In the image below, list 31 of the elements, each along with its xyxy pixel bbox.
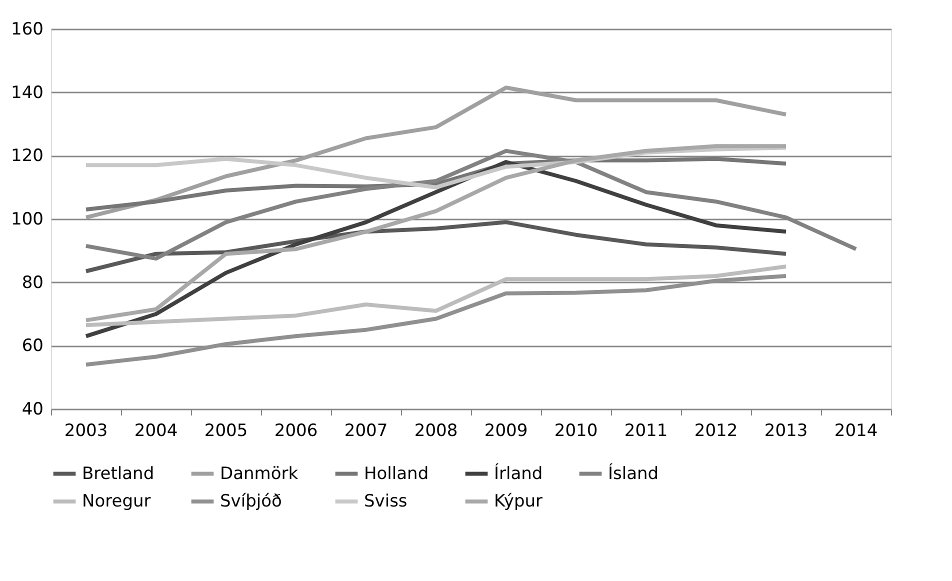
y-tick-label: 160 — [11, 20, 44, 40]
y-tick-label: 100 — [11, 210, 44, 230]
legend-label: Sviss — [364, 492, 408, 512]
legend-label: Kýpur — [494, 492, 543, 512]
x-tick-label: 2004 — [134, 421, 178, 441]
x-tick-label: 2008 — [414, 421, 458, 441]
legend-label: Ísland — [608, 462, 659, 484]
legend-label: Noregur — [82, 492, 151, 512]
legend-label: Bretland — [82, 464, 154, 484]
legend-label: Svíþjóð — [220, 492, 282, 512]
y-tick-label: 60 — [22, 336, 44, 356]
y-tick-label: 40 — [22, 400, 44, 420]
line-series — [84, 86, 788, 220]
x-tick-label: 2009 — [484, 421, 528, 441]
legend-label: Írland — [494, 462, 543, 484]
x-tick-label: 2011 — [624, 421, 668, 441]
x-tick-label: 2014 — [834, 421, 878, 441]
x-tick-label: 2007 — [344, 421, 388, 441]
legend-label: Holland — [364, 464, 429, 484]
x-tick-label: 2010 — [554, 421, 598, 441]
x-tick-label: 2003 — [64, 421, 108, 441]
y-tick-label: 120 — [11, 146, 44, 166]
x-tick-label: 2013 — [764, 421, 808, 441]
line-series — [84, 144, 788, 322]
x-tick-label: 2006 — [274, 421, 318, 441]
legend-label: Danmörk — [220, 464, 298, 484]
x-tick-label: 2005 — [204, 421, 248, 441]
y-tick-label: 140 — [11, 82, 44, 103]
y-tick-label: 80 — [22, 272, 44, 293]
line-series — [84, 264, 788, 328]
x-tick-label: 2012 — [694, 421, 738, 441]
